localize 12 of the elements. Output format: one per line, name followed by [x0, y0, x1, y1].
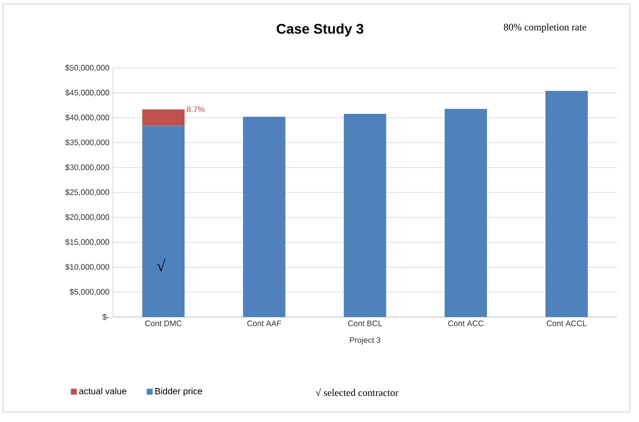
chart-title: Case Study 3 [276, 23, 364, 36]
text: √ selected contractor [316, 388, 398, 396]
bar [243, 116, 286, 317]
bar [344, 114, 386, 317]
bar [142, 109, 185, 126]
bar [444, 108, 487, 317]
legend-label: Bidder price [155, 388, 202, 396]
text: 80% completion rate [504, 23, 586, 33]
bar [545, 90, 588, 317]
bar [142, 126, 185, 317]
annotation: √ [157, 258, 166, 272]
legend-label: actual value [79, 388, 126, 394]
